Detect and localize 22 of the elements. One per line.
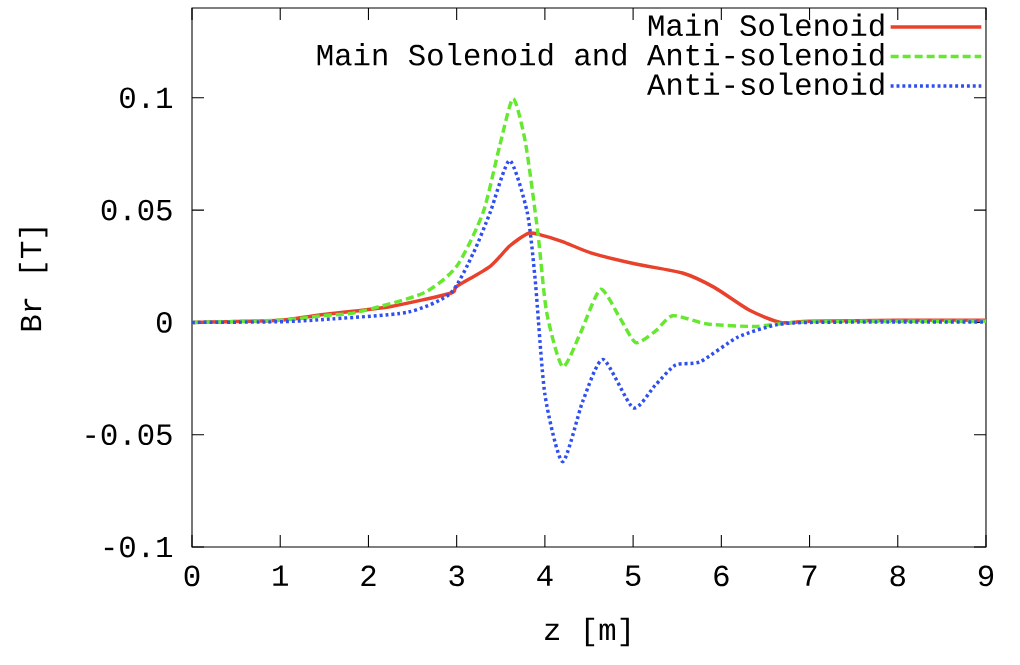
x-tick-label: 2 <box>361 565 376 586</box>
x-tick-label: 9 <box>978 565 994 587</box>
y-tick-label: 0.1 <box>120 87 173 109</box>
legend-label: Main Solenoid and Anti-solenoid <box>317 43 884 66</box>
y-tick-label: 0.05 <box>101 199 172 221</box>
x-tick-label: 7 <box>802 565 817 586</box>
x-tick-label: 8 <box>890 565 905 587</box>
x-tick-label: 4 <box>537 565 553 586</box>
line-series <box>192 158 986 464</box>
x-tick-label: 0 <box>184 565 200 587</box>
y-tick-label: -0.1 <box>104 536 173 558</box>
x-tick-label: 6 <box>714 565 729 587</box>
x-axis-title: z [m] <box>545 617 629 647</box>
legend-label: Main Solenoid <box>648 13 884 37</box>
legend-label: Anti-solenoid <box>647 72 884 96</box>
y-tick-label: -0.05 <box>86 424 172 446</box>
x-tick-label: 3 <box>449 565 464 587</box>
x-tick-label: 5 <box>625 565 641 586</box>
line-series <box>192 96 986 369</box>
x-tick-label: 1 <box>273 565 288 586</box>
y-axis-title: Br [T] <box>18 228 48 331</box>
y-tick-label: 0 <box>156 312 172 333</box>
